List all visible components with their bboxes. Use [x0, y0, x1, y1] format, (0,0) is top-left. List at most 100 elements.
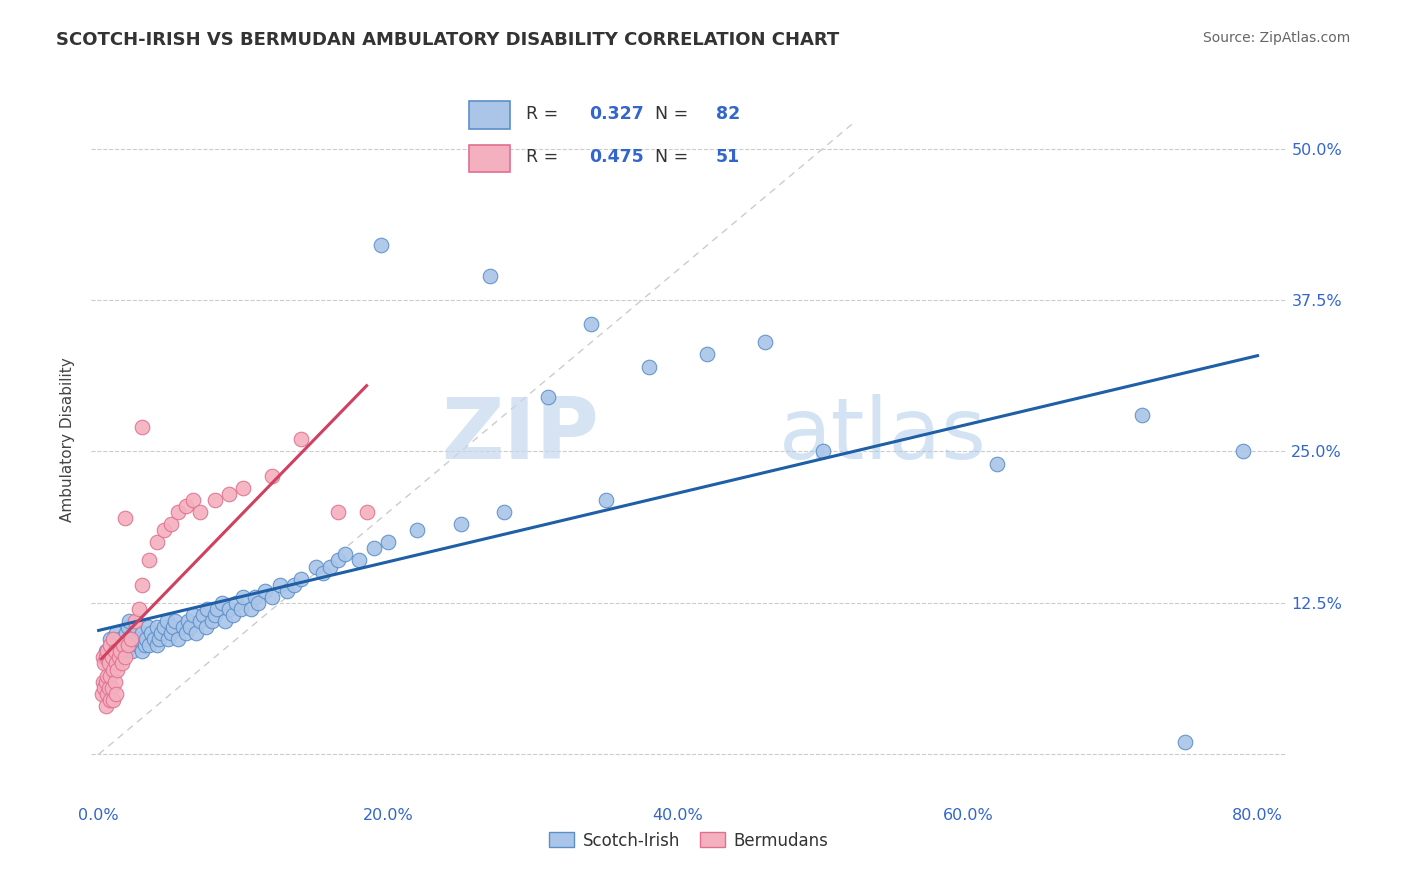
Point: [98, 632, 121, 647]
Point: [105, 657, 128, 671]
Point: [195, 602, 218, 616]
Point: [131, 644, 153, 658]
Point: [638, 359, 661, 374]
Point: [94, 644, 117, 658]
Point: [135, 632, 157, 647]
Point: [194, 620, 217, 634]
Point: [188, 505, 211, 519]
Point: [128, 602, 150, 616]
Point: [114, 650, 136, 665]
Point: [188, 614, 211, 628]
Point: [579, 317, 602, 331]
Point: [162, 620, 184, 634]
Point: [157, 632, 180, 647]
Point: [218, 487, 240, 501]
Point: [127, 638, 149, 652]
Point: [246, 596, 269, 610]
Point: [94, 674, 117, 689]
Point: [305, 559, 328, 574]
Point: [283, 578, 305, 592]
Point: [110, 632, 132, 647]
Point: [262, 590, 284, 604]
Point: [165, 614, 187, 628]
Point: [115, 626, 138, 640]
Point: [98, 693, 121, 707]
Point: [356, 505, 378, 519]
Point: [145, 535, 167, 549]
Point: [108, 650, 131, 665]
Point: [1232, 444, 1254, 458]
Point: [134, 638, 156, 652]
Point: [153, 523, 176, 537]
Point: [229, 602, 252, 616]
Point: [211, 596, 233, 610]
Point: [142, 632, 165, 647]
Point: [117, 638, 139, 652]
Point: [114, 638, 136, 652]
Point: [100, 681, 122, 695]
Point: [696, 347, 718, 361]
Point: [172, 620, 194, 634]
Point: [262, 468, 284, 483]
Point: [276, 583, 298, 598]
Point: [754, 335, 776, 350]
Point: [269, 578, 291, 592]
Y-axis label: Ambulatory Disability: Ambulatory Disability: [60, 357, 76, 522]
Point: [90, 687, 112, 701]
Point: [214, 614, 236, 628]
Legend: Scotch-Irish, Bermudans: Scotch-Irish, Bermudans: [543, 825, 835, 856]
Point: [91, 674, 114, 689]
Point: [174, 499, 197, 513]
Point: [138, 638, 160, 652]
Point: [105, 626, 128, 640]
Point: [111, 644, 134, 658]
Point: [97, 681, 120, 695]
Point: [254, 583, 277, 598]
Point: [128, 632, 150, 647]
Point: [100, 650, 122, 665]
Point: [478, 268, 501, 283]
Point: [184, 626, 207, 640]
Point: [312, 566, 335, 580]
Point: [167, 505, 190, 519]
Point: [111, 657, 134, 671]
Point: [595, 492, 617, 507]
Point: [218, 602, 240, 616]
Text: SCOTCH-IRISH VS BERMUDAN AMBULATORY DISABILITY CORRELATION CHART: SCOTCH-IRISH VS BERMUDAN AMBULATORY DISA…: [56, 31, 839, 49]
Point: [98, 638, 121, 652]
Point: [232, 481, 254, 495]
Point: [363, 541, 385, 556]
Point: [370, 238, 392, 252]
Point: [96, 687, 118, 701]
Point: [167, 632, 190, 647]
Text: atlas: atlas: [779, 394, 987, 477]
Point: [450, 517, 472, 532]
Point: [101, 693, 124, 707]
Point: [93, 681, 115, 695]
Point: [191, 607, 214, 622]
Point: [406, 523, 429, 537]
Point: [139, 626, 162, 640]
Point: [131, 626, 153, 640]
Point: [103, 674, 125, 689]
Point: [121, 644, 143, 658]
Point: [225, 596, 247, 610]
Point: [145, 638, 167, 652]
Point: [145, 620, 167, 634]
Text: Source: ZipAtlas.com: Source: ZipAtlas.com: [1202, 31, 1350, 45]
Point: [986, 457, 1008, 471]
Point: [179, 620, 201, 634]
Point: [112, 638, 135, 652]
Point: [120, 638, 142, 652]
Point: [207, 602, 229, 616]
Text: ZIP: ZIP: [441, 394, 599, 477]
Point: [107, 663, 129, 677]
Point: [118, 614, 141, 628]
Point: [105, 687, 128, 701]
Point: [101, 638, 124, 652]
Point: [94, 650, 117, 665]
Point: [181, 607, 204, 622]
Point: [333, 548, 356, 562]
Point: [136, 620, 159, 634]
Point: [222, 607, 245, 622]
